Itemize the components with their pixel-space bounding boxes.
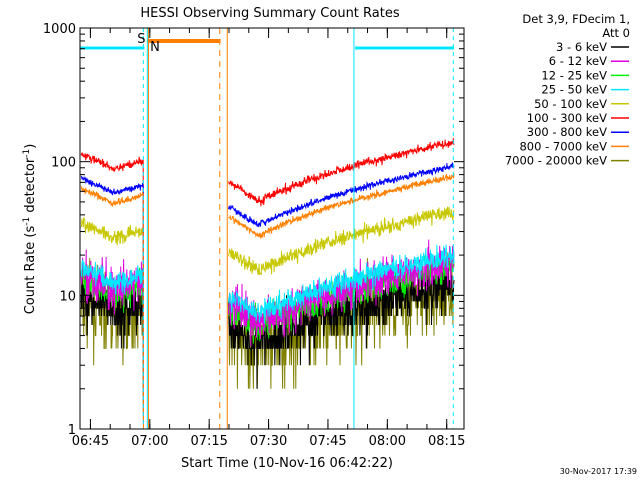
- x-tick-label: 07:00: [131, 434, 168, 449]
- series-line-3-6keV: [228, 264, 455, 389]
- plot-area: SN: [80, 28, 455, 430]
- legend-entry-label: 50 - 100 keV: [534, 97, 607, 111]
- x-axis-label: Start Time (10-Nov-16 06:42:22): [181, 456, 393, 471]
- legend-entry-label: 7000 - 20000 keV: [505, 154, 607, 168]
- x-tick-label: 07:45: [309, 434, 346, 449]
- legend-entry-label: 800 - 7000 keV: [519, 139, 607, 153]
- y-tick-label: 1: [68, 423, 76, 438]
- series-line-50-100keV: [228, 206, 455, 276]
- y-axis-label-part: ): [23, 144, 38, 149]
- series-line-800-7000keV: [228, 173, 455, 239]
- x-tick-label: 07:30: [250, 434, 287, 449]
- series-line-50-100keV: [80, 216, 145, 430]
- flag-label-n: N: [150, 40, 160, 55]
- timestamp: 30-Nov-2017 17:39: [560, 467, 637, 476]
- legend-entry-label: 300 - 800 keV: [527, 125, 607, 139]
- series-line-25-50keV: [228, 244, 455, 324]
- legend-entry-label: 3 - 6 keV: [556, 40, 607, 54]
- legend-header: Det 3,9, FDecim 1,: [522, 12, 630, 26]
- series-line-100-300keV: [80, 152, 145, 430]
- y-tick-label: 100: [51, 156, 76, 171]
- series-line-800-7000keV: [80, 186, 145, 430]
- legend-header: Att 0: [602, 26, 630, 40]
- legend-entry-label: 12 - 25 keV: [541, 68, 607, 82]
- chart-title: HESSI Observing Summary Count Rates: [140, 6, 399, 21]
- y-tick-label: 10: [59, 289, 76, 304]
- plot-frame: [79, 27, 465, 430]
- y-axis-label-sup: -1: [22, 217, 32, 226]
- legend-entry-label: 25 - 50 keV: [541, 83, 607, 97]
- x-tick-label: 06:45: [72, 434, 109, 449]
- axes: 06:45 07:00 07:15 07:30 07:45 08:00 08:15 1 10 10…: [43, 22, 466, 449]
- y-axis-label: Count Rate (s-1 detector-1): [22, 144, 38, 315]
- flag-label-s: S: [137, 32, 145, 47]
- legend-entry-label: 100 - 300 keV: [527, 111, 607, 125]
- y-axis-label-part: Count Rate (s: [23, 226, 38, 315]
- x-tick-label: 08:15: [428, 434, 465, 449]
- y-axis-label-part: detector: [23, 157, 38, 217]
- x-tick-label: 07:15: [190, 434, 227, 449]
- series-line-300-800keV: [80, 175, 145, 430]
- series-line-100-300keV: [228, 138, 455, 207]
- y-axis-label-sup: -1: [22, 149, 32, 158]
- series-line-300-800keV: [228, 162, 455, 227]
- y-tick-label: 1000: [43, 22, 76, 37]
- series-line-25-50keV: [80, 259, 145, 430]
- legend-entry-label: 6 - 12 keV: [549, 54, 607, 68]
- x-tick-label: 08:00: [369, 434, 406, 449]
